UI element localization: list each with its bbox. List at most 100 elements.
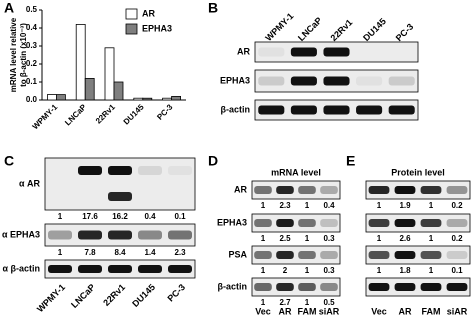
row-label: AR [237, 46, 250, 56]
column-label: FAM [422, 306, 441, 316]
quant-value: 2.5 [279, 234, 291, 243]
quant-value: 2.3 [279, 201, 291, 210]
band [290, 47, 317, 57]
quant-value: 1 [429, 234, 434, 243]
quant-value: 0.3 [323, 234, 335, 243]
bar [171, 96, 182, 101]
column-label: PC-3 [394, 22, 416, 44]
band [276, 250, 294, 260]
blot [365, 180, 471, 200]
blot [44, 157, 196, 211]
band [323, 47, 350, 57]
band [254, 250, 272, 260]
blot [251, 180, 341, 200]
quant-value: 1 [305, 266, 310, 275]
quant-value: 16.2 [112, 212, 128, 221]
quant-value: 0.4 [144, 212, 156, 221]
band [446, 282, 468, 292]
legend-label: EPHA3 [142, 23, 172, 33]
quant-value: 2.7 [279, 298, 291, 307]
column-label: WPMY-1 [35, 282, 67, 314]
band [258, 76, 285, 86]
band [138, 230, 162, 240]
panel-letter: E [346, 153, 355, 169]
quant-value: 0.1 [174, 212, 186, 221]
band [276, 218, 294, 228]
band [323, 105, 350, 115]
band [168, 230, 192, 240]
band [168, 264, 192, 274]
row-label: α β-actin [2, 263, 40, 273]
band [420, 218, 442, 228]
quant-value: 1 [58, 248, 63, 257]
band [78, 264, 102, 274]
band [48, 264, 72, 274]
band [48, 230, 72, 240]
column-label: siAR [319, 306, 340, 316]
y-tick-label: 0.3 [26, 41, 38, 50]
column-label: siAR [447, 306, 468, 316]
band [108, 264, 132, 274]
band [108, 192, 132, 201]
bar [84, 78, 95, 101]
band [298, 218, 316, 228]
panel-letter: D [208, 153, 218, 169]
quant-value: 1 [305, 234, 310, 243]
y-tick-label: 0.2 [26, 59, 38, 68]
band [356, 105, 383, 115]
band [368, 218, 390, 228]
band [258, 47, 285, 57]
blot [365, 245, 471, 265]
column-label: FAM [298, 306, 317, 316]
band [138, 166, 162, 175]
band [394, 185, 416, 195]
blot [251, 213, 341, 233]
band [420, 282, 442, 292]
quant-value: 0.1 [451, 266, 463, 275]
x-tick-label: WPMY-1 [31, 102, 60, 131]
y-tick-label: 0.5 [26, 5, 38, 14]
legend-swatch [125, 8, 138, 20]
band [78, 166, 102, 175]
band [276, 282, 294, 292]
quant-value: 0.5 [323, 298, 335, 307]
band [394, 218, 416, 228]
panel-letter: A [4, 0, 14, 16]
quant-value: 2.6 [399, 234, 411, 243]
quant-value: 17.6 [82, 212, 98, 221]
band [368, 282, 390, 292]
band [320, 218, 338, 228]
quant-value: 0.2 [451, 234, 463, 243]
panel-letter: C [4, 153, 14, 169]
row-label: β-actin [221, 104, 251, 114]
band [388, 105, 415, 115]
column-label: 22Rv1 [101, 282, 127, 308]
y-tick-label: 0.4 [26, 23, 38, 32]
blot [365, 277, 471, 297]
band [320, 250, 338, 260]
y-tick-label: 0.0 [26, 95, 38, 104]
x-tick-label: PC-3 [155, 102, 175, 122]
column-label: LNCaP [69, 282, 97, 310]
row-label: β-actin [218, 281, 248, 291]
band [258, 105, 285, 115]
column-label: WPMY-1 [263, 11, 295, 43]
band [290, 76, 317, 86]
column-label: 22Rv1 [329, 17, 355, 43]
band [388, 76, 415, 86]
y-axis-label: to β-actin (x10⁻³) [19, 23, 28, 87]
quant-value: 0.2 [451, 201, 463, 210]
quant-value: 1 [429, 201, 434, 210]
quant-value: 1.8 [399, 266, 411, 275]
legend-label: AR [142, 8, 155, 18]
band [254, 218, 272, 228]
panel-title: mRNA level [271, 167, 321, 177]
column-label: DU145 [130, 282, 157, 309]
quant-value: 1.9 [399, 201, 411, 210]
x-tick-label: DU145 [122, 102, 146, 126]
quant-value: 0.4 [323, 201, 335, 210]
column-label: Vec [255, 306, 271, 316]
band [320, 282, 338, 292]
y-axis-label: mRNA level relative [9, 17, 18, 92]
